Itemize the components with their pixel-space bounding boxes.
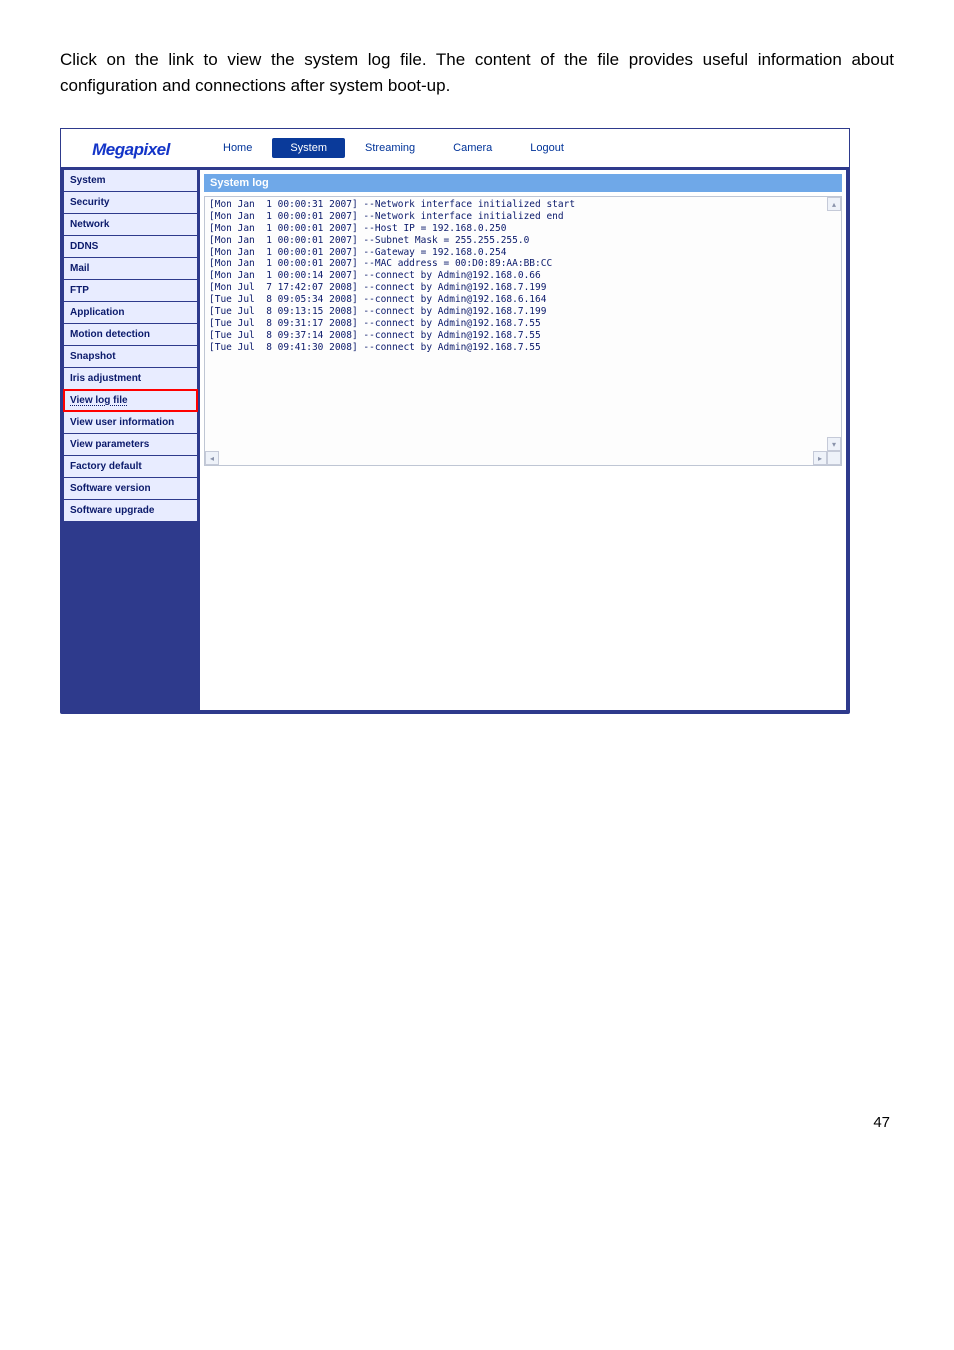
scroll-down-icon[interactable]: ▾ xyxy=(827,437,841,451)
scroll-left-icon[interactable]: ◂ xyxy=(205,451,219,465)
sidebar-item-params[interactable]: View parameters xyxy=(64,434,197,455)
sidebar-item-security[interactable]: Security xyxy=(64,192,197,213)
log-box: [Mon Jan 1 00:00:31 2007] --Network inte… xyxy=(204,196,842,466)
intro-paragraph: Click on the link to view the system log… xyxy=(60,47,894,98)
topnav-camera[interactable]: Camera xyxy=(435,138,510,158)
sidebar-item-ftp[interactable]: FTP xyxy=(64,280,197,301)
sidebar-item-snapshot[interactable]: Snapshot xyxy=(64,346,197,367)
sidebar-item-ddns[interactable]: DDNS xyxy=(64,236,197,257)
topnav-home[interactable]: Home xyxy=(205,138,270,158)
content-panel: System log [Mon Jan 1 00:00:31 2007] --N… xyxy=(200,170,846,710)
sidebar-item-swupg[interactable]: Software upgrade xyxy=(64,500,197,521)
sidebar-item-mail[interactable]: Mail xyxy=(64,258,197,279)
topnav-logout[interactable]: Logout xyxy=(512,138,582,158)
sidebar-item-iris[interactable]: Iris adjustment xyxy=(64,368,197,389)
sidebar-item-application[interactable]: Application xyxy=(64,302,197,323)
sidebar-spacer xyxy=(64,522,197,710)
sidebar-item-userinfo[interactable]: View user information xyxy=(64,412,197,433)
topnav-system[interactable]: System xyxy=(272,138,345,158)
header-row: Megapixel Home System Streaming Camera L… xyxy=(61,129,849,167)
sidebar-item-swver[interactable]: Software version xyxy=(64,478,197,499)
sidebar-item-motion[interactable]: Motion detection xyxy=(64,324,197,345)
app-window: Megapixel Home System Streaming Camera L… xyxy=(60,128,850,714)
topnav-streaming[interactable]: Streaming xyxy=(347,138,433,158)
sidebar-item-factory[interactable]: Factory default xyxy=(64,456,197,477)
sidebar-item-system[interactable]: System xyxy=(64,170,197,191)
scroll-up-icon[interactable]: ▴ xyxy=(827,197,841,211)
sidebar-item-network[interactable]: Network xyxy=(64,214,197,235)
page-number: 47 xyxy=(60,1114,894,1131)
body-row: System Security Network DDNS Mail FTP Ap… xyxy=(61,167,849,713)
sidebar-item-viewlog[interactable]: View log file xyxy=(64,390,197,411)
top-nav: Home System Streaming Camera Logout xyxy=(199,129,849,167)
logo-text: Megapixel xyxy=(92,140,170,160)
log-lines: [Mon Jan 1 00:00:31 2007] --Network inte… xyxy=(205,197,841,355)
scroll-right-icon[interactable]: ▸ xyxy=(813,451,827,465)
scroll-corner xyxy=(827,451,841,465)
sidebar: System Security Network DDNS Mail FTP Ap… xyxy=(64,170,197,710)
panel-title: System log xyxy=(204,174,842,192)
logo-tab: Megapixel xyxy=(63,133,199,167)
